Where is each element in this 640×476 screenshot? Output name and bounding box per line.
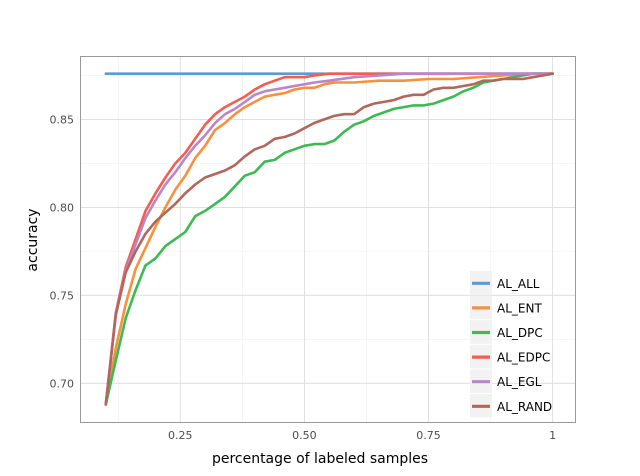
series-line-al-egl [104,72,555,406]
series-lines [104,72,555,406]
x-tick-label: 0.50 [292,429,317,442]
legend-label-al-rand: AL_RAND [497,400,552,414]
x-tick-label: 1 [549,429,556,442]
x-axis-title: percentage of labeled samples [212,451,428,467]
y-tick-label: 0.75 [50,289,75,302]
legend-label-al-dpc: AL_DPC [497,326,543,340]
y-tick-label: 0.85 [50,113,75,126]
legend: AL_ALL AL_ENT AL_DPC AL_EDPC AL_EGL AL_RAND [470,271,552,418]
legend-label-al-edpc: AL_EDPC [497,351,550,365]
legend-label-al-ent: AL_ENT [497,301,542,315]
y-tick-label: 0.80 [50,201,75,214]
series-line-al-dpc [104,72,555,406]
grid [81,57,575,422]
legend-label-al-all: AL_ALL [497,277,540,291]
plot-border [80,56,576,423]
y-tick-label: 0.70 [50,377,75,390]
y-axis-title: accuracy [25,208,41,271]
series-line-al-edpc [104,72,555,406]
series-line-al-rand [104,72,555,406]
x-tick-label: 0.75 [416,429,441,442]
legend-label-al-egl: AL_EGL [497,375,542,389]
tick-labels: 0.25 0.50 0.75 1 0.70 0.75 0.80 0.85 [50,113,557,442]
x-tick-label: 0.25 [168,429,193,442]
